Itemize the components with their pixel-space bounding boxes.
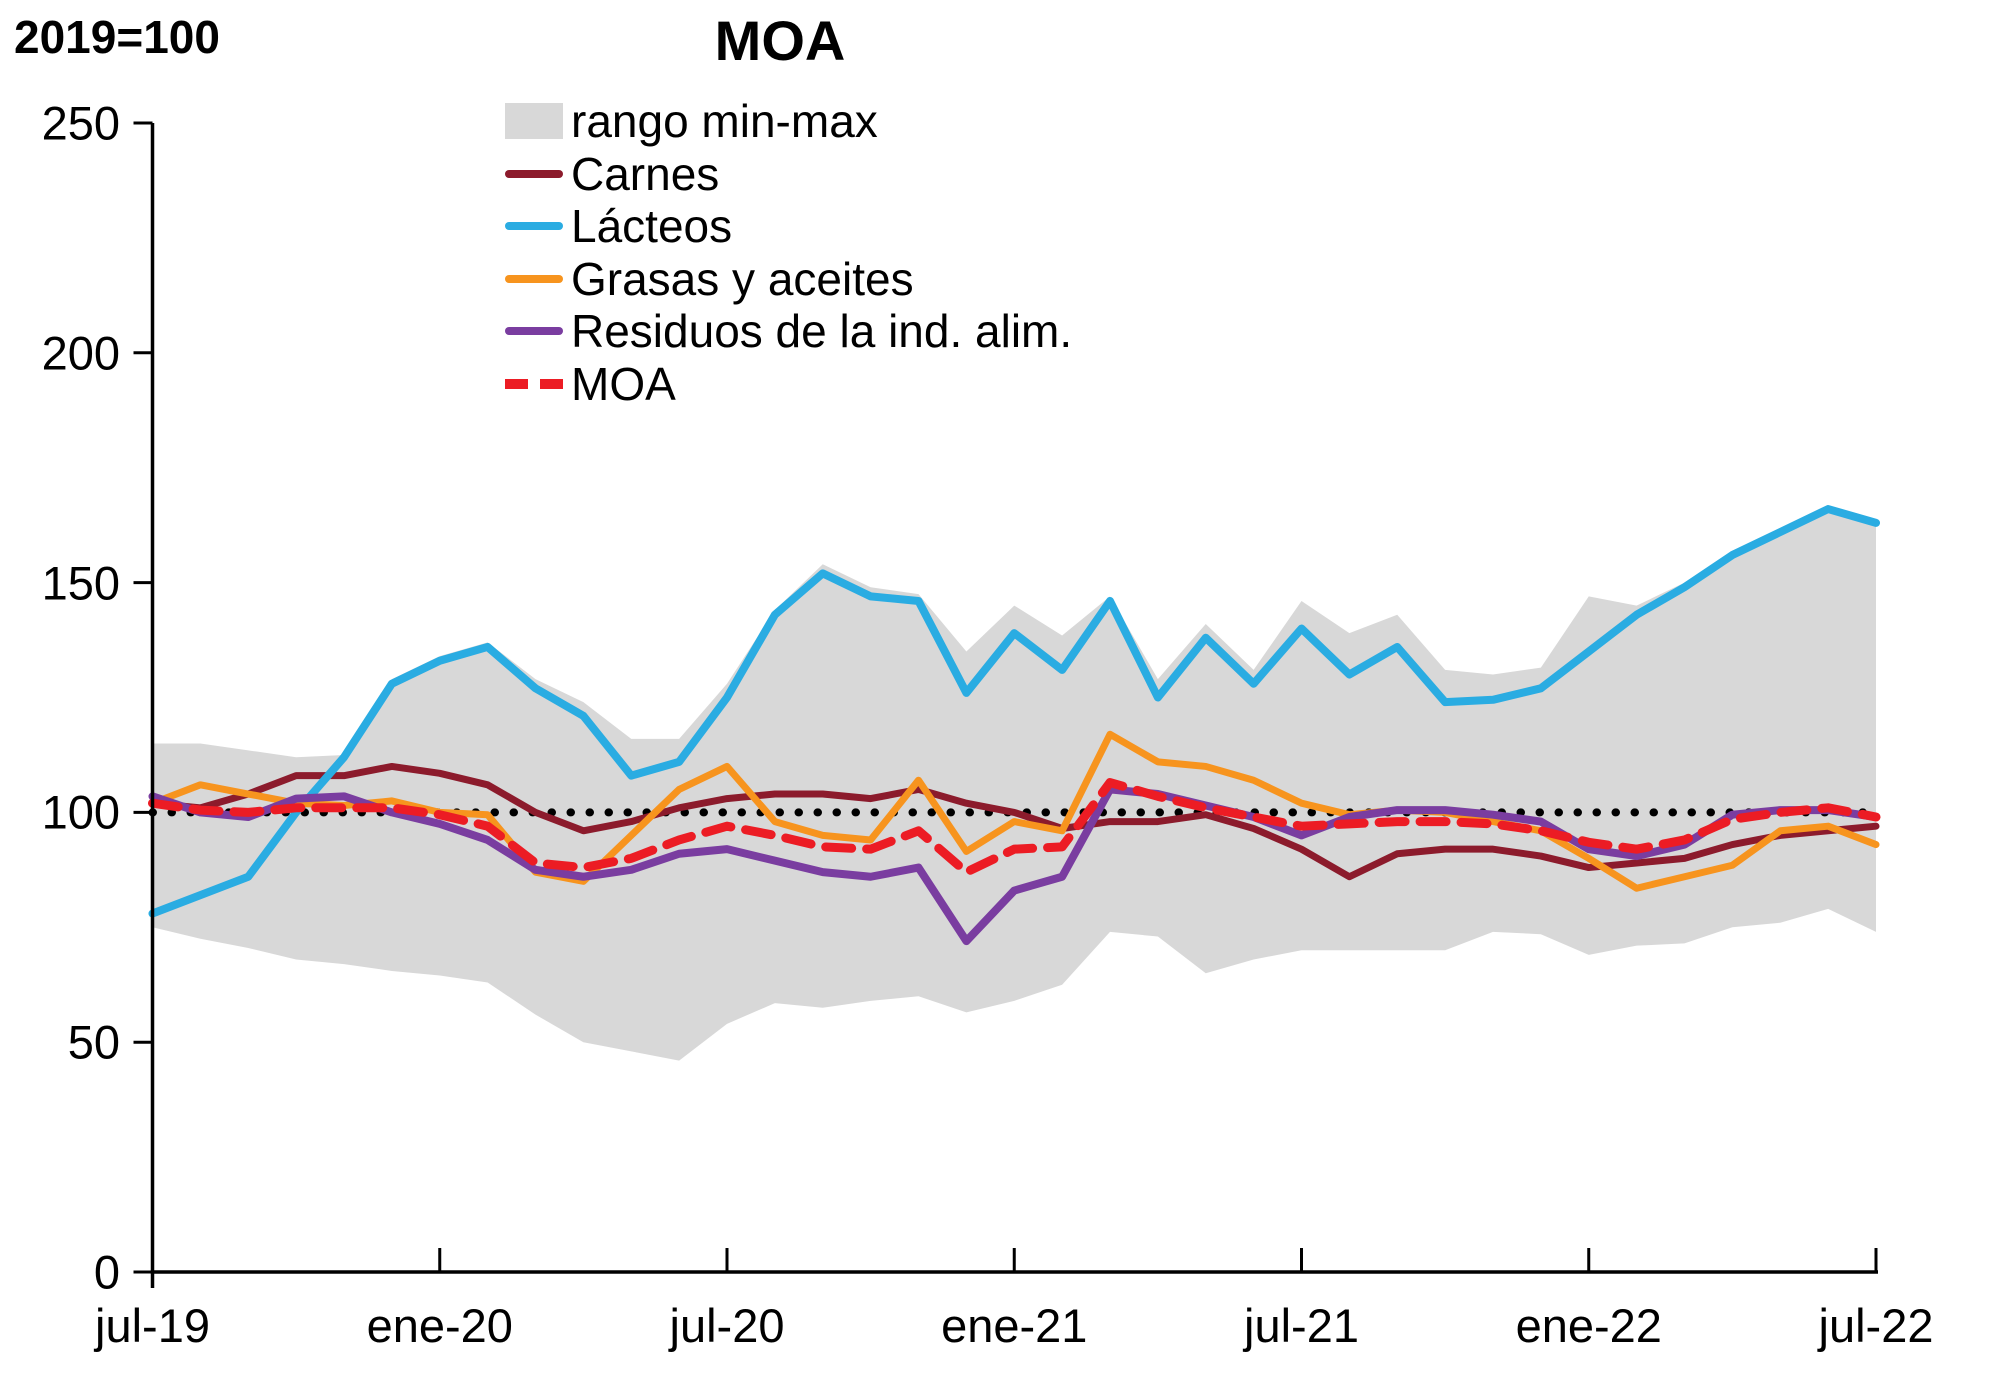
legend: rango min-max Carnes Lácteos Grasas y aceit…: [505, 95, 1072, 410]
legend-label-residuos: Residuos de la ind. alim.: [571, 305, 1073, 358]
axis-unit-label: 2019=100: [14, 11, 220, 63]
x-tick-label: ene-21: [941, 1299, 1088, 1352]
legend-swatch-carnes: [505, 156, 563, 192]
x-tick-label: jul-21: [1244, 1299, 1359, 1352]
legend-label-rango: rango min-max: [571, 95, 878, 148]
x-tick-label: ene-22: [1515, 1299, 1662, 1352]
y-tick-label: 200: [41, 326, 120, 380]
legend-swatch-residuos: [505, 313, 563, 349]
band-area: [152, 509, 1876, 1061]
legend-label-carnes: Carnes: [571, 147, 720, 200]
legend-label-moa: MOA: [571, 357, 676, 410]
series-line-l-cteos: [148, 505, 1880, 918]
series-line-residuos-de-la-ind-alim-: [148, 785, 1880, 946]
chart-title: MOA: [714, 9, 846, 72]
y-tick-label: 50: [67, 1015, 120, 1069]
legend-swatch-rango: [505, 103, 563, 140]
legend-swatch-grasas: [505, 261, 563, 297]
legend-swatch-lacteos: [505, 208, 563, 244]
x-tick-label: jul-20: [669, 1299, 785, 1352]
x-tick-label: ene-20: [366, 1299, 513, 1352]
legend-item-grasas: Grasas y aceites: [505, 253, 1072, 306]
y-tick-label: 0: [93, 1245, 120, 1299]
y-tick-label: 150: [41, 556, 120, 610]
legend-item-lacteos: Lácteos: [505, 200, 1072, 253]
y-tick-label: 100: [41, 785, 120, 839]
legend-item-residuos: Residuos de la ind. alim.: [505, 305, 1072, 358]
x-tick-label: jul-19: [95, 1299, 210, 1352]
legend-item-moa: MOA: [505, 358, 1072, 411]
y-tick-label: 250: [41, 96, 120, 150]
legend-swatch-moa: [505, 366, 563, 402]
legend-label-grasas: Grasas y aceites: [571, 252, 914, 305]
x-tick-label: jul-22: [1818, 1299, 1934, 1352]
series-line-moa: [148, 778, 1881, 877]
legend-item-rango: rango min-max: [505, 95, 1072, 148]
series-line-carnes: [149, 762, 1880, 881]
legend-item-carnes: Carnes: [505, 148, 1072, 201]
legend-label-lacteos: Lácteos: [571, 200, 733, 253]
